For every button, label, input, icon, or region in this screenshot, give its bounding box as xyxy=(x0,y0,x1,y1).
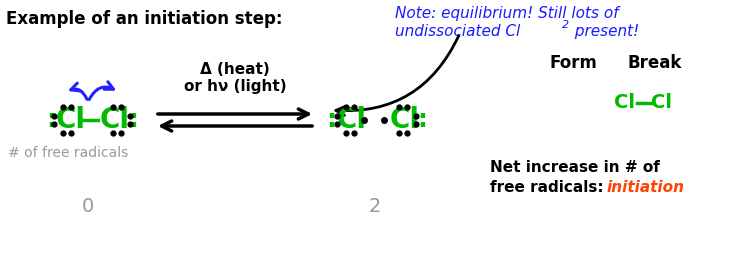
Text: Cl: Cl xyxy=(390,106,420,134)
Text: :: : xyxy=(417,108,427,132)
Text: Cl: Cl xyxy=(651,94,672,113)
Text: Cl: Cl xyxy=(100,106,130,134)
Text: Cl: Cl xyxy=(337,106,367,134)
Text: :: : xyxy=(326,108,336,132)
Text: :: : xyxy=(128,108,138,132)
Text: Cl: Cl xyxy=(56,106,86,134)
Text: Form: Form xyxy=(549,54,597,72)
Text: free radicals:: free radicals: xyxy=(490,181,609,195)
Text: or hν (light): or hν (light) xyxy=(184,80,286,95)
Text: undissociated Cl: undissociated Cl xyxy=(395,24,520,39)
Text: 0: 0 xyxy=(82,196,94,215)
Text: initiation: initiation xyxy=(607,181,685,195)
Text: present!: present! xyxy=(570,24,639,39)
Text: :: : xyxy=(46,108,56,132)
Text: Note: equilibrium! Still lots of: Note: equilibrium! Still lots of xyxy=(395,6,619,21)
Text: Example of an initiation step:: Example of an initiation step: xyxy=(6,10,283,28)
Text: # of free radicals: # of free radicals xyxy=(8,146,128,160)
Text: Cl: Cl xyxy=(614,94,635,113)
Text: 2: 2 xyxy=(562,20,569,30)
Text: Δ (heat): Δ (heat) xyxy=(200,62,270,77)
Text: 2: 2 xyxy=(368,196,381,215)
Text: Net increase in # of: Net increase in # of xyxy=(490,161,660,176)
Text: Break: Break xyxy=(628,54,682,72)
